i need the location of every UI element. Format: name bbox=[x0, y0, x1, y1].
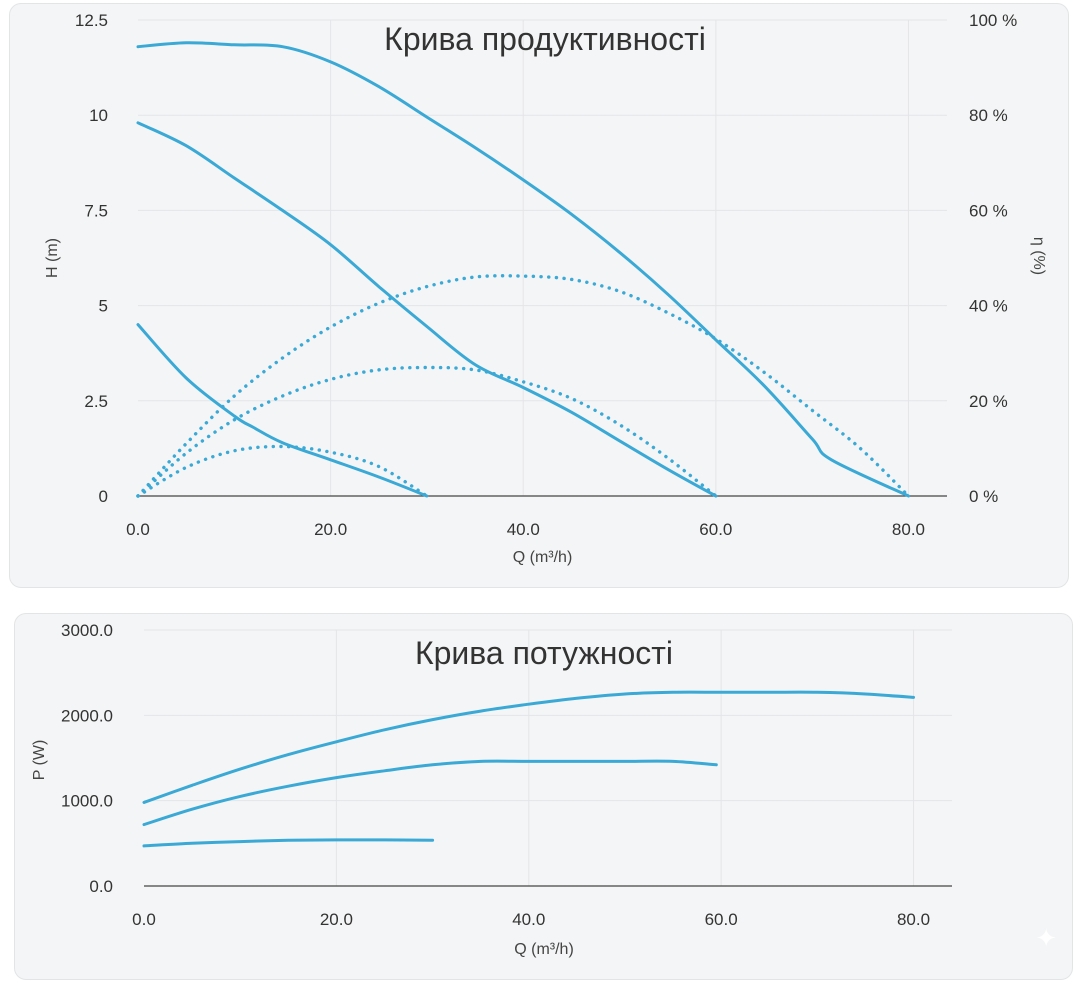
head-curve bbox=[136, 121, 718, 498]
perf-x-tick-label: 60.0 bbox=[699, 520, 732, 539]
power-y-tick-label: 0.0 bbox=[89, 877, 113, 896]
power-x-tick-label: 60.0 bbox=[705, 910, 738, 929]
power-curve bbox=[142, 838, 435, 848]
power-y-tick-label: 3000.0 bbox=[61, 621, 113, 640]
sparkle-icon: ✦ bbox=[1035, 923, 1057, 953]
perf-y-tick-label: 12.5 bbox=[75, 11, 108, 30]
perf-x-axis-title: Q (m³/h) bbox=[513, 549, 573, 566]
perf-y-tick-label: 10 bbox=[89, 106, 108, 125]
perf-y2-tick-label: 60 % bbox=[969, 201, 1008, 220]
perf-y2-tick-label: 20 % bbox=[969, 392, 1008, 411]
perf-y-tick-label: 2.5 bbox=[84, 392, 108, 411]
power-y-tick-label: 1000.0 bbox=[61, 792, 113, 811]
power-x-tick-label: 40.0 bbox=[512, 910, 545, 929]
perf-y-tick-label: 0 bbox=[99, 487, 108, 506]
power-chart: 0.0 1000.0 2000.0 3000.0 0.0 20.0 40.0 60.0 80.0… bbox=[31, 621, 952, 958]
power-x-tick-label: 0.0 bbox=[132, 910, 156, 929]
power-x-tick-label: 80.0 bbox=[897, 910, 930, 929]
head-curve bbox=[136, 41, 910, 498]
efficiency-curve bbox=[136, 444, 429, 498]
perf-y-tick-label: 7.5 bbox=[84, 201, 108, 220]
head-curve bbox=[136, 323, 429, 498]
perf-x-tick-label: 20.0 bbox=[314, 520, 347, 539]
performance-chart: 0 2.5 5 7.5 10 12.5 0 % 20 % 40 % 60 % 80 % 100 % 0.… bbox=[44, 11, 1047, 566]
efficiency-curve bbox=[136, 365, 718, 498]
power-y-tick-label: 2000.0 bbox=[61, 706, 113, 725]
perf-chart-title: Крива продуктивності bbox=[384, 21, 706, 57]
power-grid bbox=[144, 629, 952, 886]
performance-chart-panel: 0 2.5 5 7.5 10 12.5 0 % 20 % 40 % 60 % 80 % 100 % 0.… bbox=[9, 3, 1069, 588]
power-chart-panel: 0.0 1000.0 2000.0 3000.0 0.0 20.0 40.0 60.0 80.0… bbox=[14, 613, 1073, 980]
power-x-axis-title: Q (m³/h) bbox=[514, 941, 574, 958]
power-y-axis-title: P (W) bbox=[31, 740, 48, 781]
perf-y-tick-label: 5 bbox=[99, 297, 108, 316]
perf-y2-tick-label: 0 % bbox=[969, 487, 998, 506]
power-x-tick-label: 20.0 bbox=[320, 910, 353, 929]
perf-y2-axis-title: η (%) bbox=[1030, 237, 1047, 275]
perf-y-axis-title: H (m) bbox=[44, 238, 61, 278]
efficiency-curve bbox=[136, 274, 911, 498]
power-curve bbox=[142, 759, 718, 827]
perf-grid bbox=[138, 19, 947, 496]
perf-y2-tick-label: 80 % bbox=[969, 106, 1008, 125]
power-curve bbox=[142, 690, 915, 804]
perf-x-tick-label: 0.0 bbox=[126, 520, 150, 539]
perf-y2-tick-label: 40 % bbox=[969, 297, 1008, 316]
perf-y2-tick-label: 100 % bbox=[969, 11, 1017, 30]
power-chart-title: Крива потужності bbox=[415, 635, 673, 671]
perf-x-tick-label: 80.0 bbox=[892, 520, 925, 539]
perf-x-tick-label: 40.0 bbox=[507, 520, 540, 539]
